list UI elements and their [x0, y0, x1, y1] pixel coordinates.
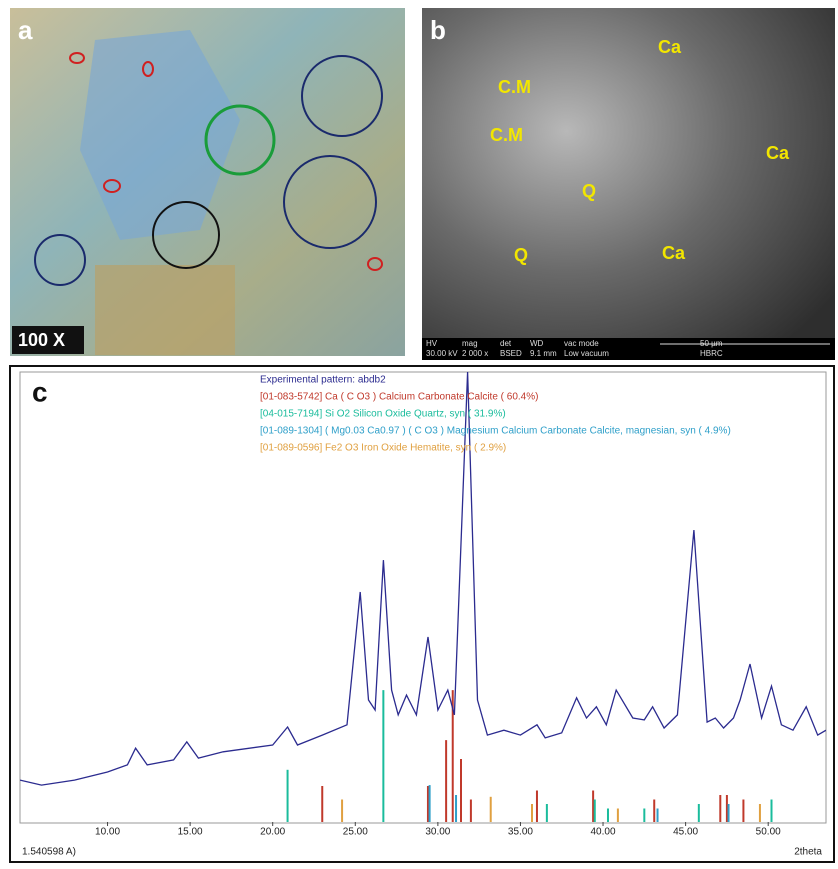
x-tick-label: 30.00: [425, 827, 450, 838]
annotation: Ca: [658, 37, 682, 57]
legend-entry: [01-083-5742] Ca ( C O3 ) Calcium Carbon…: [260, 392, 538, 403]
annotation: C.M: [498, 77, 531, 97]
x-axis-label: 2theta: [794, 847, 822, 858]
info-header: WD: [530, 339, 544, 348]
info-header: mag: [462, 339, 478, 348]
panel-c: c 1.540598 A) 2theta 10.00 15.00 20.00 25.0…: [10, 366, 834, 862]
info-value: HBRC: [700, 349, 723, 358]
info-value: 2 000 x: [462, 349, 488, 358]
x-tick-label: 35.00: [508, 827, 533, 838]
figure: a 100 X b C.M C.M Q Q Ca Ca Ca HV mag det WD vac m…: [0, 0, 838, 864]
legend-entry: [04-015-7194] Si O2 Silicon Oxide Quartz…: [260, 409, 506, 420]
x-tick-label: 25.00: [343, 827, 368, 838]
x-tick-label: 45.00: [673, 827, 698, 838]
x-tick-label: 10.00: [95, 827, 120, 838]
legend-entry: [01-089-1304] ( Mg0.03 Ca0.97 ) ( C O3 )…: [260, 426, 731, 437]
micrograph-b: [422, 8, 835, 360]
annotation: Q: [514, 245, 528, 265]
info-header: HV: [426, 339, 438, 348]
x-tick-label: 15.00: [178, 827, 203, 838]
mineral-region: [95, 265, 235, 355]
annotation: C.M: [490, 125, 523, 145]
x-tick-label: 40.00: [591, 827, 616, 838]
legend-title: Experimental pattern: abdb2: [260, 375, 386, 386]
x-tick-label: 20.00: [260, 827, 285, 838]
magnification: 100 X: [18, 330, 65, 350]
panel-label: b: [430, 15, 446, 45]
info-value: 9.1 mm: [530, 349, 557, 358]
annotation: Ca: [662, 243, 686, 263]
info-value: BSED: [500, 349, 522, 358]
legend-entry: [01-089-0596] Fe2 O3 Iron Oxide Hematite…: [260, 443, 506, 454]
annotation: Q: [582, 181, 596, 201]
panel-label: c: [32, 376, 48, 407]
annotation: Ca: [766, 143, 790, 163]
panel-label: a: [18, 15, 33, 45]
x-tick-label: 50.00: [756, 827, 781, 838]
info-header: det: [500, 339, 512, 348]
info-value: 30.00 kV: [426, 349, 458, 358]
x-axis-start-label: 1.540598 A): [22, 847, 76, 858]
info-value: Low vacuum: [564, 349, 609, 358]
info-header: vac mode: [564, 339, 599, 348]
panel-a: a 100 X: [10, 8, 405, 356]
